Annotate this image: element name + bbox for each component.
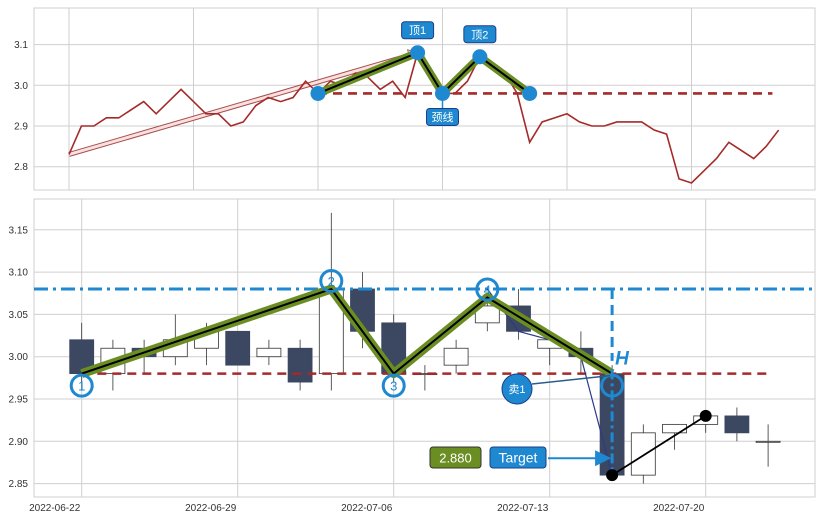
top-pattern-point	[522, 85, 538, 101]
sell-marker	[501, 373, 533, 405]
candle-up	[474, 305, 500, 324]
pattern-point-label: 3	[390, 379, 397, 394]
target-box	[489, 446, 547, 469]
x-tick-label: 2022-06-29	[185, 503, 237, 514]
height-label: H	[615, 349, 630, 370]
candle-up	[630, 432, 656, 476]
candle-up	[256, 347, 282, 358]
candle-up	[755, 440, 781, 443]
sell-pointer	[531, 374, 611, 385]
candle-down	[287, 347, 313, 383]
top-pattern-point	[310, 85, 326, 101]
top-pattern-point	[472, 49, 488, 65]
projection-point	[606, 469, 619, 482]
annotation-label-box	[401, 21, 435, 40]
bottom-candlestick-panel: 2022-06-22 2022-06-29 2022-07-06 2022-07-13…	[9, 198, 816, 514]
pattern-point-circle	[69, 373, 94, 398]
annotation-label-box	[426, 107, 459, 126]
bottom-pattern-line	[81, 287, 613, 376]
pattern-point-circle	[475, 277, 500, 302]
bottom-ytick-label: 2.90	[9, 437, 29, 448]
pattern-point-circle	[600, 373, 625, 398]
bottom-ytick-label: 3.10	[9, 268, 29, 279]
candle-up	[443, 347, 469, 366]
top-ytick-label: 2.8	[14, 162, 28, 173]
top-plot-frame	[33, 7, 816, 191]
target-value: 2.880	[439, 451, 472, 466]
bottom-ytick-label: 3.00	[9, 352, 29, 363]
trend-arrow	[68, 53, 413, 156]
top-line-panel: 2.8 2.9 3.0 3.1 顶1 颈线 顶2	[14, 7, 816, 191]
bottom-pattern-band	[80, 284, 615, 379]
annotation-label: 顶2	[471, 28, 488, 41]
candle-down	[724, 415, 750, 434]
x-tick-label: 2022-06-22	[29, 503, 81, 514]
top-ytick-label: 2.9	[14, 122, 28, 133]
pattern-point-label: 1	[78, 379, 85, 394]
pattern-point-label: 2	[328, 274, 335, 289]
sell-label: 卖1	[508, 383, 525, 396]
annotation-label: 顶1	[409, 24, 426, 37]
bottom-ytick-label: 2.95	[9, 395, 29, 406]
bottom-ytick-label: 3.05	[9, 310, 29, 321]
x-tick-label: 2022-07-20	[653, 503, 705, 514]
target-label: Target	[499, 450, 538, 466]
pattern-point-circle	[381, 373, 406, 398]
projection-line	[611, 415, 707, 476]
top-pattern-point	[435, 85, 450, 101]
price-line	[68, 50, 780, 184]
candle-up	[662, 423, 687, 434]
pattern-point-circle	[319, 269, 344, 294]
pattern-point-label: 4	[484, 282, 491, 297]
bottom-plot-frame	[33, 198, 816, 498]
bottom-ytick-label: 2.85	[9, 479, 29, 490]
target-value-box	[429, 446, 482, 469]
top-pattern-point	[410, 45, 426, 61]
top-ytick-label: 3.1	[14, 40, 28, 51]
projection-point	[699, 409, 712, 422]
annotation-label-box	[463, 25, 497, 44]
bottom-ytick-label: 3.15	[9, 225, 29, 236]
x-tick-label: 2022-07-13	[497, 503, 549, 514]
candle-down	[225, 330, 251, 366]
annotation-label: 颈线	[432, 110, 454, 124]
top-ytick-label: 3.0	[14, 81, 28, 92]
x-tick-label: 2022-07-06	[341, 503, 393, 514]
